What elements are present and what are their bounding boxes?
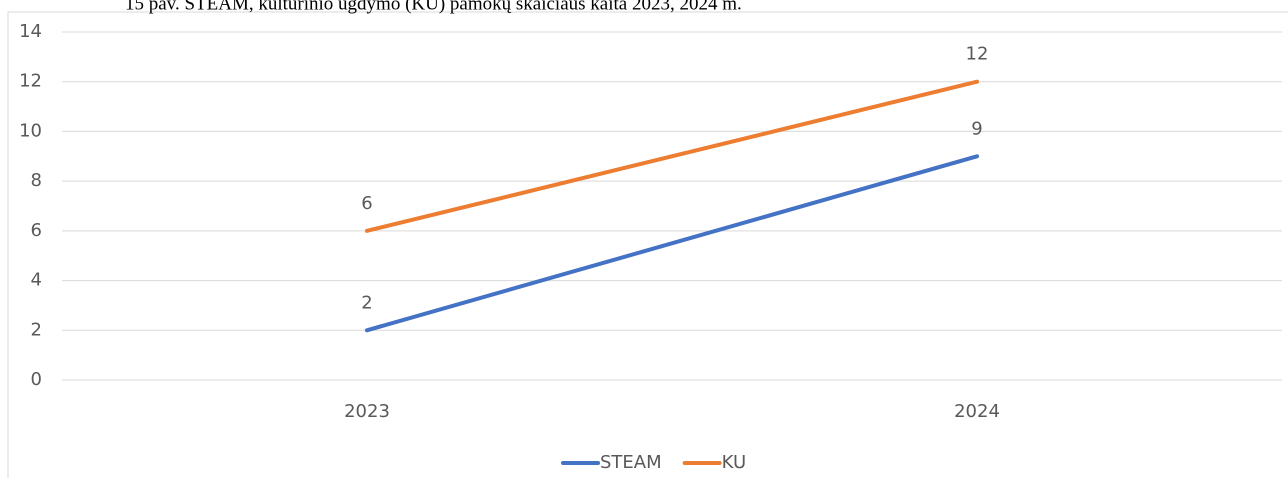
legend-label: KU xyxy=(722,452,747,473)
data-label: 9 xyxy=(971,118,982,139)
legend-label: STEAM xyxy=(600,452,662,473)
y-tick-label: 2 xyxy=(31,319,42,340)
x-tick-label: 2023 xyxy=(344,401,390,422)
series-line xyxy=(365,79,979,233)
series-line xyxy=(365,154,979,333)
y-tick-label: 0 xyxy=(31,369,42,390)
data-label: 6 xyxy=(361,193,372,214)
y-tick-label: 8 xyxy=(31,170,42,191)
data-label: 12 xyxy=(966,44,989,65)
y-tick-label: 4 xyxy=(31,270,42,291)
chart-border xyxy=(7,11,1288,478)
y-tick-label: 14 xyxy=(19,21,42,42)
y-tick-label: 10 xyxy=(19,120,42,141)
y-tick-label: 12 xyxy=(19,71,42,92)
data-label: 2 xyxy=(361,292,372,313)
x-tick-label: 2024 xyxy=(954,401,1000,422)
y-tick-label: 6 xyxy=(31,220,42,241)
chart-title: 15 pav. STEAM, kultūrinio ugdymo (KU) pa… xyxy=(125,0,742,14)
